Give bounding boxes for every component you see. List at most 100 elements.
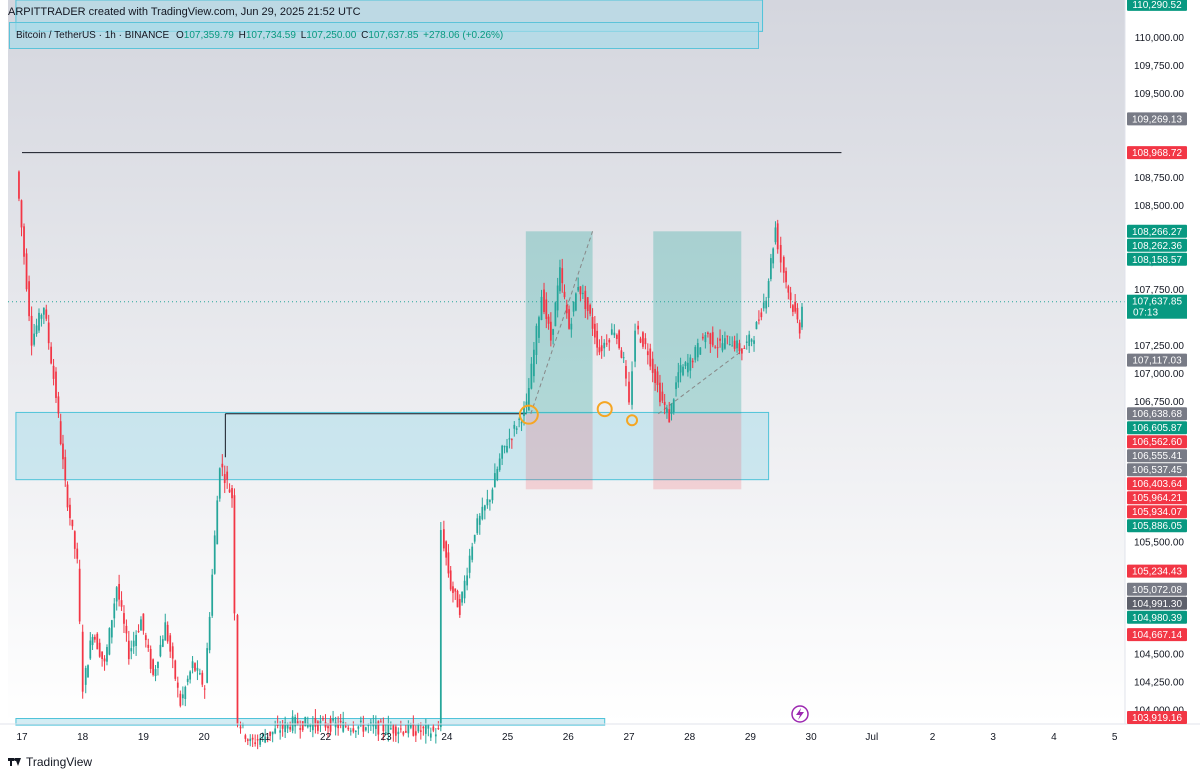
circle-marker-1[interactable] [596,401,613,418]
candle [774,221,777,245]
candle [392,724,395,742]
candle [115,585,118,611]
candle [216,495,219,545]
candle [615,333,618,345]
candle [496,466,499,482]
y-tick-label: 104,250.00 [1134,677,1184,688]
candle [244,733,247,743]
candles-layer [18,170,803,750]
x-tick-label: 27 [623,732,635,743]
candle [456,589,459,608]
svg-text:105,886.05: 105,886.05 [1132,521,1182,532]
price-label: 108,158.57 [1127,252,1187,266]
position-stop-1[interactable] [653,413,742,490]
candle [538,315,540,344]
candle [515,426,518,435]
candle [738,339,741,355]
candle [201,670,204,688]
svg-text:108,968.72: 108,968.72 [1132,148,1182,159]
price-label: 105,072.08 [1127,582,1187,596]
candle [510,438,513,449]
candle [203,685,206,699]
candle [412,715,415,737]
circle-marker-2[interactable] [626,414,639,427]
zone-rect-0[interactable] [15,411,770,481]
candle [66,481,69,511]
candle [120,591,123,611]
candle [463,575,466,604]
candle [30,306,33,356]
candle [101,651,104,667]
candle [354,730,357,738]
candle [796,303,799,324]
candle [714,345,717,349]
candle [591,308,594,336]
candle [374,715,377,737]
candle [274,720,277,735]
y-tick-label: 106,750.00 [1134,397,1184,408]
markers-layer [518,401,639,427]
candle [337,716,340,736]
candle [377,720,380,741]
x-tick-label: 2 [930,732,936,743]
svg-text:104,980.39: 104,980.39 [1132,613,1182,624]
candle [741,348,743,361]
candle [194,662,196,673]
candle [76,542,79,564]
svg-text:105,072.08: 105,072.08 [1132,585,1182,596]
candle [651,351,654,383]
x-tick-label: 29 [745,732,757,743]
candle [218,467,221,502]
lightning-icon[interactable] [791,705,809,723]
candle [147,638,150,652]
candle [140,616,142,631]
candle [748,330,751,353]
candle [733,335,736,352]
candle [189,670,192,684]
candle [644,333,647,350]
candle [779,236,782,273]
candle [389,721,392,730]
price-label: 106,638.68 [1127,407,1187,421]
position-target-1[interactable] [653,231,742,414]
candle [613,324,616,338]
candle [445,540,448,566]
candle [161,635,164,648]
candle [132,631,135,654]
position-target-0[interactable] [525,231,593,414]
candle [659,374,661,407]
circle-marker-0[interactable] [518,404,539,425]
x-tick-label: 20 [199,732,211,743]
svg-text:106,537.45: 106,537.45 [1132,465,1182,476]
candle [575,292,577,312]
candle [259,734,262,748]
footer-brand: TradingView [26,755,93,769]
candle [716,337,719,358]
candle [466,567,469,591]
candle [387,715,390,742]
change-value: +278.06 (+0.26%) [423,30,504,41]
candle [314,709,317,734]
candle [81,624,84,699]
candle [704,332,707,349]
candle [93,634,96,643]
candle [586,297,589,320]
candle [397,727,400,744]
position-stop-0[interactable] [525,413,593,490]
candle [159,635,162,658]
candle [332,710,334,723]
symbol-name: Bitcoin / TetherUS · 1h · BINANCE [16,30,170,41]
x-tick-label: 17 [16,732,28,743]
candle [301,721,304,732]
candle [71,519,74,530]
candle [106,644,108,666]
candle [213,530,216,575]
symbol-legend[interactable]: Bitcoin / TetherUS · 1h · BINANCE O107,3… [9,22,759,49]
candle [69,497,71,526]
position-boxes-layer [525,231,742,490]
candle [59,413,62,446]
candle [493,463,496,488]
price-label: 105,234.43 [1127,564,1187,578]
candle [369,718,372,732]
